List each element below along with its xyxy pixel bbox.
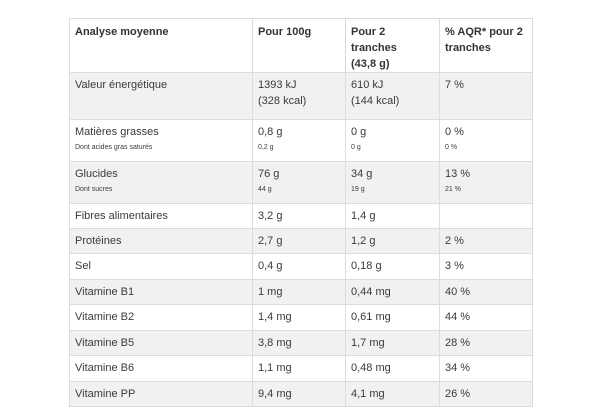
cell-per-100g: 1,1 mg xyxy=(252,355,346,382)
cell-sub-value: 21 % xyxy=(445,186,461,193)
cell-sub-value: 19 g xyxy=(351,186,365,193)
table-header-row: Analyse moyenne Pour 100g Pour 2 tranche… xyxy=(69,18,533,73)
cell-per-100g: 0,4 g xyxy=(252,253,346,280)
row-label: Matières grasses Dont acides gras saturés xyxy=(69,119,253,162)
cell-aqr: 28 % xyxy=(439,330,533,356)
cell-aqr: 7 % xyxy=(439,72,533,120)
header-per-2-slices: Pour 2 tranches (43,8 g) xyxy=(345,18,440,73)
cell-per-2-slices: 1,2 g xyxy=(345,228,440,254)
cell-per-2-slices: 0,48 mg xyxy=(345,355,440,382)
cell-sub-value: 44 g xyxy=(258,186,272,193)
nutrition-table: Analyse moyenne Pour 100g Pour 2 tranche… xyxy=(69,18,533,407)
cell-per-2-slices: 4,1 mg xyxy=(345,381,440,407)
table-row-vitamin-pp: Vitamine PP 9,4 mg 4,1 mg 26 % xyxy=(69,381,533,407)
row-label: Vitamine B2 xyxy=(69,304,253,331)
table-row-energy: Valeur énergétique 1393 kJ (328 kcal) 610… xyxy=(69,72,533,120)
row-label: Sel xyxy=(69,253,253,280)
cell-per-100g: 3,2 g xyxy=(252,203,346,229)
cell-aqr: 3 % xyxy=(439,253,533,280)
cell-aqr: 40 % xyxy=(439,279,533,305)
cell-per-100g: 3,8 mg xyxy=(252,330,346,356)
cell-per-100g: 76 g 44 g xyxy=(252,161,346,204)
row-sublabel: Dont sucres xyxy=(75,186,113,193)
table-row-salt: Sel 0,4 g 0,18 g 3 % xyxy=(69,253,533,280)
table-row-vitamin-b6: Vitamine B6 1,1 mg 0,48 mg 34 % xyxy=(69,355,533,382)
table-row-fat: Matières grasses Dont acides gras saturés… xyxy=(69,119,533,162)
cell-per-2-slices: 1,4 g xyxy=(345,203,440,229)
cell-aqr: 34 % xyxy=(439,355,533,382)
cell-aqr: 26 % xyxy=(439,381,533,407)
nutrition-table-container: Analyse moyenne Pour 100g Pour 2 tranche… xyxy=(69,18,533,407)
header-analysis: Analyse moyenne xyxy=(69,18,253,73)
cell-aqr: 2 % xyxy=(439,228,533,254)
cell-sub-value: 0 g xyxy=(351,144,361,151)
row-label: Glucides Dont sucres xyxy=(69,161,253,204)
cell-per-100g: 0,8 g 0,2 g xyxy=(252,119,346,162)
header-aqr: % AQR* pour 2 tranches xyxy=(439,18,533,73)
cell-per-100g: 1 mg xyxy=(252,279,346,305)
row-label: Vitamine PP xyxy=(69,381,253,407)
row-label: Valeur énergétique xyxy=(69,72,253,120)
cell-per-2-slices: 0,18 g xyxy=(345,253,440,280)
table-row-protein: Protéines 2,7 g 1,2 g 2 % xyxy=(69,228,533,254)
row-sublabel: Dont acides gras saturés xyxy=(75,144,153,151)
table-row-fiber: Fibres alimentaires 3,2 g 1,4 g xyxy=(69,203,533,229)
row-label: Vitamine B1 xyxy=(69,279,253,305)
cell-per-100g: 1393 kJ (328 kcal) xyxy=(252,72,346,120)
header-per-100g: Pour 100g xyxy=(252,18,346,73)
row-label: Vitamine B5 xyxy=(69,330,253,356)
cell-per-100g: 9,4 mg xyxy=(252,381,346,407)
table-row-vitamin-b1: Vitamine B1 1 mg 0,44 mg 40 % xyxy=(69,279,533,305)
table-row-vitamin-b5: Vitamine B5 3,8 mg 1,7 mg 28 % xyxy=(69,330,533,356)
row-label: Vitamine B6 xyxy=(69,355,253,382)
cell-aqr xyxy=(439,203,533,229)
table-row-carbs: Glucides Dont sucres 76 g 44 g 34 g 19 g 13… xyxy=(69,161,533,204)
cell-per-2-slices: 0,44 mg xyxy=(345,279,440,305)
row-label: Fibres alimentaires xyxy=(69,203,253,229)
cell-per-100g: 2,7 g xyxy=(252,228,346,254)
cell-sub-value: 0,2 g xyxy=(258,144,274,151)
cell-aqr: 44 % xyxy=(439,304,533,331)
cell-per-2-slices: 34 g 19 g xyxy=(345,161,440,204)
row-label: Protéines xyxy=(69,228,253,254)
cell-per-100g: 1,4 mg xyxy=(252,304,346,331)
cell-aqr: 0 % 0 % xyxy=(439,119,533,162)
cell-aqr: 13 % 21 % xyxy=(439,161,533,204)
cell-sub-value: 0 % xyxy=(445,144,458,151)
cell-per-2-slices: 0,61 mg xyxy=(345,304,440,331)
cell-per-2-slices: 1,7 mg xyxy=(345,330,440,356)
cell-per-2-slices: 610 kJ (144 kcal) xyxy=(345,72,440,120)
table-row-vitamin-b2: Vitamine B2 1,4 mg 0,61 mg 44 % xyxy=(69,304,533,331)
